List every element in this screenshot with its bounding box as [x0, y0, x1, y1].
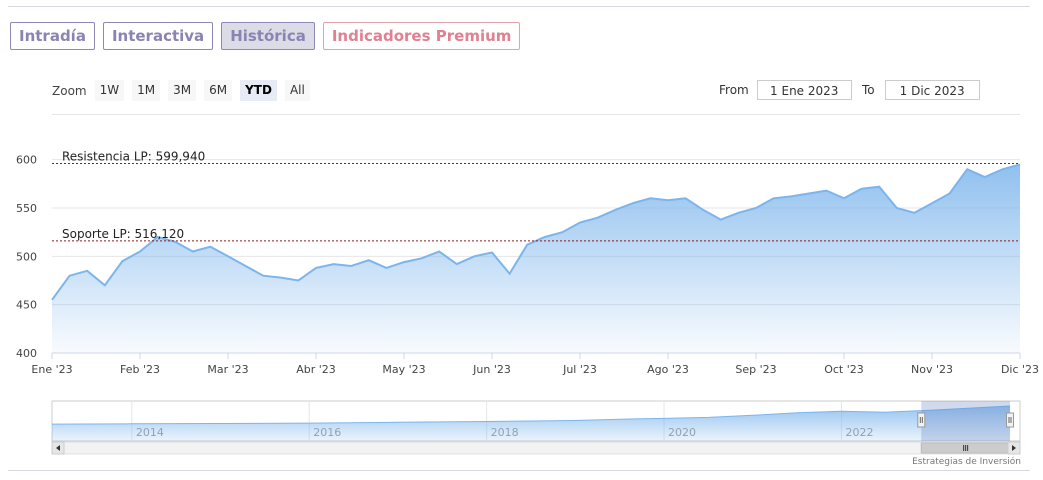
- y-tick-label: 500: [16, 250, 37, 263]
- chevron-left-icon: [56, 445, 60, 451]
- range-to: To 1 Dic 2023: [862, 80, 980, 100]
- price-chart: 400 450 500 550 600 Resistencia LP: 599,940 S…: [16, 150, 1039, 455]
- chevron-right-icon: [1012, 445, 1016, 451]
- x-tick-label: Ene '23: [31, 363, 72, 376]
- tab-indicadores-premium[interactable]: Indicadores Premium: [322, 22, 521, 50]
- x-tick-label: May '23: [382, 363, 425, 376]
- x-tick-label: Dic '23: [1001, 363, 1039, 376]
- navigator-window: [921, 401, 1010, 441]
- zoom-3m-button[interactable]: 3M: [168, 80, 197, 101]
- reference-lines: Resistencia LP: 599,940 Soporte LP: 516,1…: [52, 150, 1020, 242]
- view-tabs: Intradía Interactiva Histórica Indicador…: [10, 22, 521, 50]
- zoom-selector: Zoom 1W 1M 3M 6M YTD All: [52, 80, 318, 101]
- tab-intradia[interactable]: Intradía: [10, 22, 95, 50]
- x-tick-label: Nov '23: [911, 363, 953, 376]
- from-label: From: [719, 83, 749, 97]
- zoom-all-button[interactable]: All: [284, 80, 310, 101]
- range-from: From 1 Ene 2023: [719, 80, 852, 100]
- y-axis: 400 450 500 550 600: [16, 154, 37, 360]
- y-tick-label: 400: [16, 347, 37, 360]
- to-label: To: [862, 83, 875, 97]
- zoom-ytd-button[interactable]: YTD: [240, 80, 277, 101]
- reference-line-label: Soporte LP: 516,120: [62, 227, 184, 241]
- y-tick-label: 600: [16, 154, 37, 167]
- reference-line-label: Resistencia LP: 599,940: [62, 150, 205, 164]
- x-tick-label: Oct '23: [824, 363, 864, 376]
- to-date-input[interactable]: 1 Dic 2023: [884, 80, 980, 100]
- top-divider: [8, 6, 1030, 7]
- x-tick-label: Mar '23: [207, 363, 248, 376]
- navigator-line: [51, 405, 1011, 425]
- zoom-6m-button[interactable]: 6M: [204, 80, 233, 101]
- tab-interactiva[interactable]: Interactiva: [102, 22, 214, 50]
- bottom-divider: [8, 470, 1030, 471]
- toolbar-divider: [52, 114, 1020, 115]
- zoom-label: Zoom: [52, 83, 87, 98]
- x-tick-label: Jun '23: [472, 363, 511, 376]
- zoom-1m-button[interactable]: 1M: [132, 80, 161, 101]
- from-date-input[interactable]: 1 Ene 2023: [756, 80, 852, 100]
- x-tick-label: Sep '23: [735, 363, 776, 376]
- x-tick-label: Feb '23: [120, 363, 160, 376]
- navigator-right-handle[interactable]: [1006, 412, 1014, 428]
- navigator-left-handle[interactable]: [917, 412, 926, 428]
- zoom-1w-button[interactable]: 1W: [94, 80, 125, 101]
- x-axis: Ene '23 Feb '23 Mar '23 Abr '23 May '23 Jun '…: [31, 352, 1039, 376]
- x-tick-label: Ago '23: [647, 363, 689, 376]
- x-tick-label: Jul '23: [562, 363, 597, 376]
- tab-historica[interactable]: Histórica: [221, 22, 315, 50]
- y-tick-label: 550: [16, 202, 37, 215]
- credit-text: Estrategias de Inversión: [912, 457, 1021, 467]
- y-tick-label: 450: [16, 299, 37, 312]
- scrollbar-track: [51, 441, 1021, 455]
- price-area: [52, 164, 1020, 353]
- x-tick-label: Abr '23: [296, 363, 336, 376]
- navigator[interactable]: 20142016201820202022: [51, 400, 1021, 455]
